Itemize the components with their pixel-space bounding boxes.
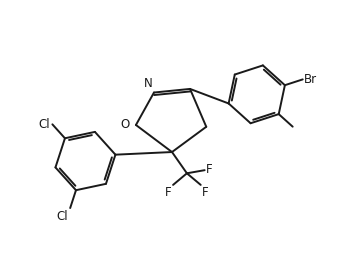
Text: Cl: Cl — [39, 118, 50, 131]
Text: Cl: Cl — [56, 210, 68, 223]
Text: N: N — [144, 77, 153, 90]
Text: F: F — [165, 186, 172, 199]
Text: F: F — [202, 186, 209, 199]
Text: O: O — [120, 118, 129, 131]
Text: Br: Br — [304, 73, 317, 86]
Text: F: F — [206, 163, 213, 176]
